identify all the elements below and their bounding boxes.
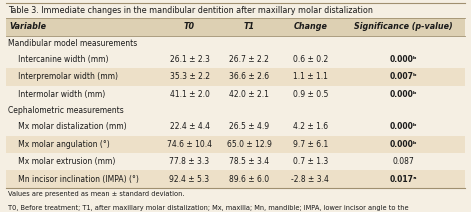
Text: Intercanine width (mm): Intercanine width (mm) — [11, 55, 109, 64]
Text: 78.5 ± 3.4: 78.5 ± 3.4 — [229, 157, 269, 166]
Text: Cephalometric measurements: Cephalometric measurements — [8, 106, 124, 115]
Text: 0.9 ± 0.5: 0.9 ± 0.5 — [292, 90, 328, 99]
Text: Mn incisor inclination (IMPA) (°): Mn incisor inclination (IMPA) (°) — [11, 175, 139, 184]
Text: Interpremolar width (mm): Interpremolar width (mm) — [11, 73, 118, 81]
Text: 0.087: 0.087 — [392, 157, 414, 166]
Bar — [6, 18, 465, 36]
Bar — [6, 136, 465, 153]
Text: Values are presented as mean ± standard deviation.: Values are presented as mean ± standard … — [8, 191, 185, 197]
Text: 65.0 ± 12.9: 65.0 ± 12.9 — [227, 140, 272, 149]
Text: 92.4 ± 5.3: 92.4 ± 5.3 — [170, 175, 210, 184]
Text: 74.6 ± 10.4: 74.6 ± 10.4 — [167, 140, 212, 149]
Text: 0.007ᵇ: 0.007ᵇ — [390, 73, 417, 81]
Text: 26.5 ± 4.9: 26.5 ± 4.9 — [229, 123, 269, 131]
Text: 42.0 ± 2.1: 42.0 ± 2.1 — [229, 90, 269, 99]
Bar — [6, 51, 465, 68]
Text: T0, Before treatment; T1, after maxillary molar distalization; Mx, maxilla; Mn, : T0, Before treatment; T1, after maxillar… — [8, 205, 409, 211]
Text: 22.4 ± 4.4: 22.4 ± 4.4 — [170, 123, 210, 131]
Text: 1.1 ± 1.1: 1.1 ± 1.1 — [293, 73, 328, 81]
Bar — [6, 36, 465, 51]
Text: Variable: Variable — [9, 22, 47, 31]
Text: 0.000ᵇ: 0.000ᵇ — [390, 123, 417, 131]
Text: Mx molar distalization (mm): Mx molar distalization (mm) — [11, 123, 127, 131]
Bar — [6, 118, 465, 136]
Text: T0: T0 — [184, 22, 195, 31]
Text: Mx molar angulation (°): Mx molar angulation (°) — [11, 140, 110, 149]
Text: 4.2 ± 1.6: 4.2 ± 1.6 — [292, 123, 328, 131]
Bar — [6, 68, 465, 86]
Text: 77.8 ± 3.3: 77.8 ± 3.3 — [170, 157, 210, 166]
Text: 36.6 ± 2.6: 36.6 ± 2.6 — [229, 73, 269, 81]
Text: 41.1 ± 2.0: 41.1 ± 2.0 — [170, 90, 210, 99]
Bar — [6, 153, 465, 170]
Text: 0.6 ± 0.2: 0.6 ± 0.2 — [292, 55, 328, 64]
Text: Change: Change — [293, 22, 327, 31]
Text: 9.7 ± 6.1: 9.7 ± 6.1 — [292, 140, 328, 149]
Text: 35.3 ± 2.2: 35.3 ± 2.2 — [170, 73, 210, 81]
Text: 0.000ᵇ: 0.000ᵇ — [390, 55, 417, 64]
Text: Table 3. Immediate changes in the mandibular dentition after maxillary molar dis: Table 3. Immediate changes in the mandib… — [8, 6, 373, 15]
Text: Mx molar extrusion (mm): Mx molar extrusion (mm) — [11, 157, 116, 166]
Text: 89.6 ± 6.0: 89.6 ± 6.0 — [229, 175, 269, 184]
Text: 0.017ᵃ: 0.017ᵃ — [390, 175, 417, 184]
Text: -2.8 ± 3.4: -2.8 ± 3.4 — [291, 175, 329, 184]
Text: Significance (p-value): Significance (p-value) — [354, 22, 453, 31]
Text: 0.000ᵇ: 0.000ᵇ — [390, 90, 417, 99]
Text: 26.7 ± 2.2: 26.7 ± 2.2 — [229, 55, 269, 64]
Bar — [6, 86, 465, 103]
Bar — [6, 103, 465, 118]
Text: 0.000ᵇ: 0.000ᵇ — [390, 140, 417, 149]
Text: T1: T1 — [244, 22, 255, 31]
Text: 0.7 ± 1.3: 0.7 ± 1.3 — [292, 157, 328, 166]
Text: Mandibular model measurements: Mandibular model measurements — [8, 39, 137, 48]
Bar — [6, 170, 465, 188]
Text: 26.1 ± 2.3: 26.1 ± 2.3 — [170, 55, 210, 64]
Text: Intermolar width (mm): Intermolar width (mm) — [11, 90, 106, 99]
